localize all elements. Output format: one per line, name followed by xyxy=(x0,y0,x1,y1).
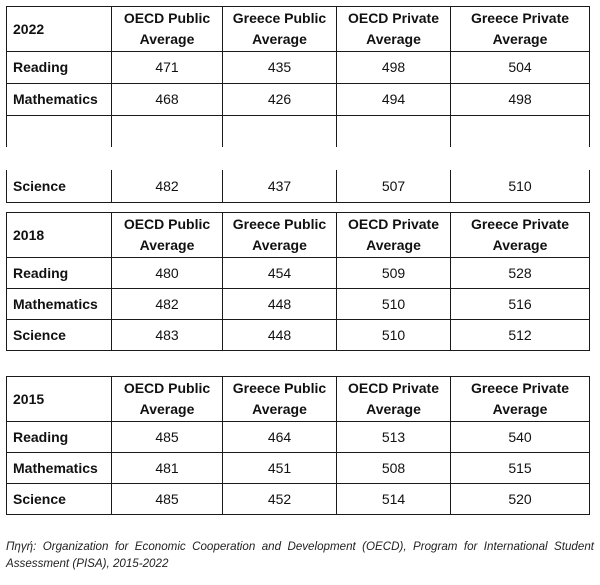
table-row-mathematics: Mathematics 468 426 494 498 xyxy=(6,83,590,116)
value-cell: 481 xyxy=(111,452,223,484)
value-cell: 510 xyxy=(336,319,451,351)
column-header-oecd-public: OECD Public Average xyxy=(111,376,223,422)
value-cell: 540 xyxy=(450,421,590,453)
column-header-greece-public: Greece Public Average xyxy=(222,212,337,258)
column-header-oecd-private: OECD Private Average xyxy=(336,6,451,52)
value-cell: 515 xyxy=(450,452,590,484)
year-cell: 2018 xyxy=(6,212,112,258)
year-cell: 2022 xyxy=(6,6,112,52)
column-header-oecd-public: OECD Public Average xyxy=(111,212,223,258)
subject-cell: Reading xyxy=(6,421,112,453)
empty-cell xyxy=(222,115,337,147)
table-row-mathematics: Mathematics 482 448 510 516 xyxy=(6,288,590,320)
value-cell: 528 xyxy=(450,257,590,289)
value-cell: 514 xyxy=(336,483,451,515)
table-header-row: 2022 OECD Public Average Greece Public A… xyxy=(6,6,590,52)
table-2018: 2018 OECD Public Average Greece Public A… xyxy=(6,212,590,351)
value-cell: 507 xyxy=(336,170,451,203)
source-text: Organization for Economic Cooperation an… xyxy=(6,540,594,570)
column-header-greece-public: Greece Public Average xyxy=(222,6,337,52)
value-cell: 512 xyxy=(450,319,590,351)
value-cell: 426 xyxy=(222,83,337,116)
value-cell: 510 xyxy=(336,288,451,320)
table-header-row: 2015 OECD Public Average Greece Public A… xyxy=(6,376,590,422)
subject-cell: Science xyxy=(6,319,112,351)
table-header-row: 2018 OECD Public Average Greece Public A… xyxy=(6,212,590,258)
value-cell: 498 xyxy=(336,51,451,84)
source-note: Πηγή: Organization for Economic Cooperat… xyxy=(6,538,594,572)
table-row-science: Science 483 448 510 512 xyxy=(6,319,590,351)
column-header-oecd-private: OECD Private Average xyxy=(336,376,451,422)
year-cell: 2015 xyxy=(6,376,112,422)
value-cell: 498 xyxy=(450,83,590,116)
subject-cell: Science xyxy=(6,170,112,203)
value-cell: 485 xyxy=(111,483,223,515)
empty-cell xyxy=(111,115,223,147)
table-row-science: Science 482 437 507 510 xyxy=(6,170,590,203)
column-header-greece-public: Greece Public Average xyxy=(222,376,337,422)
value-cell: 448 xyxy=(222,288,337,320)
table-row-spacer xyxy=(6,115,590,147)
value-cell: 437 xyxy=(222,170,337,203)
empty-cell xyxy=(6,115,112,147)
value-cell: 509 xyxy=(336,257,451,289)
subject-cell: Mathematics xyxy=(6,452,112,484)
value-cell: 482 xyxy=(111,288,223,320)
source-label: Πηγή: xyxy=(6,540,37,553)
value-cell: 480 xyxy=(111,257,223,289)
table-2022: 2022 OECD Public Average Greece Public A… xyxy=(6,6,590,147)
value-cell: 452 xyxy=(222,483,337,515)
value-cell: 448 xyxy=(222,319,337,351)
subject-cell: Science xyxy=(6,483,112,515)
table-row-science: Science 485 452 514 520 xyxy=(6,483,590,515)
subject-cell: Reading xyxy=(6,51,112,84)
value-cell: 435 xyxy=(222,51,337,84)
value-cell: 485 xyxy=(111,421,223,453)
table-2022-continued: Science 482 437 507 510 xyxy=(6,170,590,203)
table-row-reading: Reading 480 454 509 528 xyxy=(6,257,590,289)
empty-cell xyxy=(450,115,590,147)
column-header-greece-private: Greece Private Average xyxy=(450,6,590,52)
value-cell: 482 xyxy=(111,170,223,203)
value-cell: 451 xyxy=(222,452,337,484)
subject-cell: Reading xyxy=(6,257,112,289)
value-cell: 516 xyxy=(450,288,590,320)
value-cell: 520 xyxy=(450,483,590,515)
column-header-greece-private: Greece Private Average xyxy=(450,376,590,422)
subject-cell: Mathematics xyxy=(6,83,112,116)
value-cell: 483 xyxy=(111,319,223,351)
table-row-reading: Reading 471 435 498 504 xyxy=(6,51,590,84)
value-cell: 471 xyxy=(111,51,223,84)
empty-cell xyxy=(336,115,451,147)
column-header-oecd-private: OECD Private Average xyxy=(336,212,451,258)
table-2015: 2015 OECD Public Average Greece Public A… xyxy=(6,376,590,515)
value-cell: 464 xyxy=(222,421,337,453)
column-header-oecd-public: OECD Public Average xyxy=(111,6,223,52)
column-header-greece-private: Greece Private Average xyxy=(450,212,590,258)
value-cell: 510 xyxy=(450,170,590,203)
value-cell: 454 xyxy=(222,257,337,289)
value-cell: 508 xyxy=(336,452,451,484)
value-cell: 504 xyxy=(450,51,590,84)
table-row-reading: Reading 485 464 513 540 xyxy=(6,421,590,453)
value-cell: 513 xyxy=(336,421,451,453)
table-row-mathematics: Mathematics 481 451 508 515 xyxy=(6,452,590,484)
subject-cell: Mathematics xyxy=(6,288,112,320)
value-cell: 468 xyxy=(111,83,223,116)
value-cell: 494 xyxy=(336,83,451,116)
